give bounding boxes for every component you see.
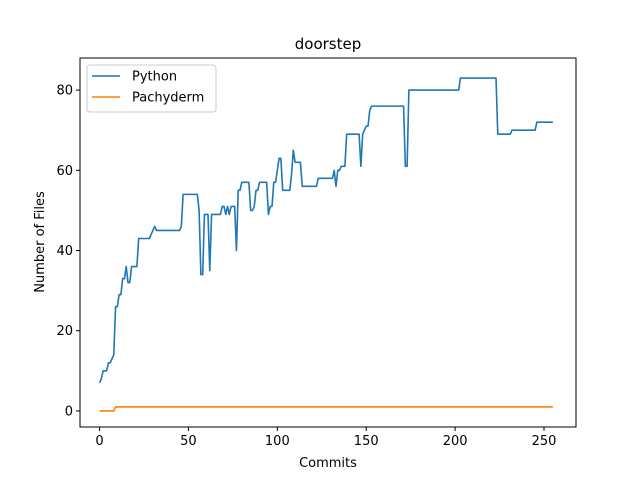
x-tick-label: 150: [354, 434, 379, 449]
plot-area: [80, 58, 576, 427]
legend-label-pachyderm: Pachyderm: [132, 91, 204, 106]
x-tick-label: 0: [95, 434, 103, 449]
y-axis-label: Number of Files: [33, 191, 48, 293]
y-tick-label: 20: [56, 324, 73, 339]
series-line-python: [98, 77, 553, 384]
plot-frame: [79, 57, 577, 428]
legend-label-python: Python: [132, 70, 177, 85]
x-tick-label: 100: [265, 434, 290, 449]
series-line-pachyderm: [99, 406, 553, 412]
y-tick-label: 80: [56, 84, 73, 99]
y-tick-label: 0: [65, 404, 73, 419]
x-axis-ticks: 0 50 100 150 200 250: [95, 427, 556, 449]
x-tick-label: 250: [532, 434, 557, 449]
chart-title: doorstep: [295, 35, 362, 53]
legend: Python Pachyderm: [86, 64, 217, 113]
x-tick-label: 50: [180, 434, 197, 449]
y-tick-label: 40: [56, 244, 73, 259]
y-axis-ticks: 0 20 40 60 80: [56, 84, 80, 419]
x-axis-label: Commits: [299, 456, 357, 471]
y-tick-label: 60: [56, 164, 73, 179]
series-layer: [98, 77, 553, 412]
x-tick-label: 200: [443, 434, 468, 449]
